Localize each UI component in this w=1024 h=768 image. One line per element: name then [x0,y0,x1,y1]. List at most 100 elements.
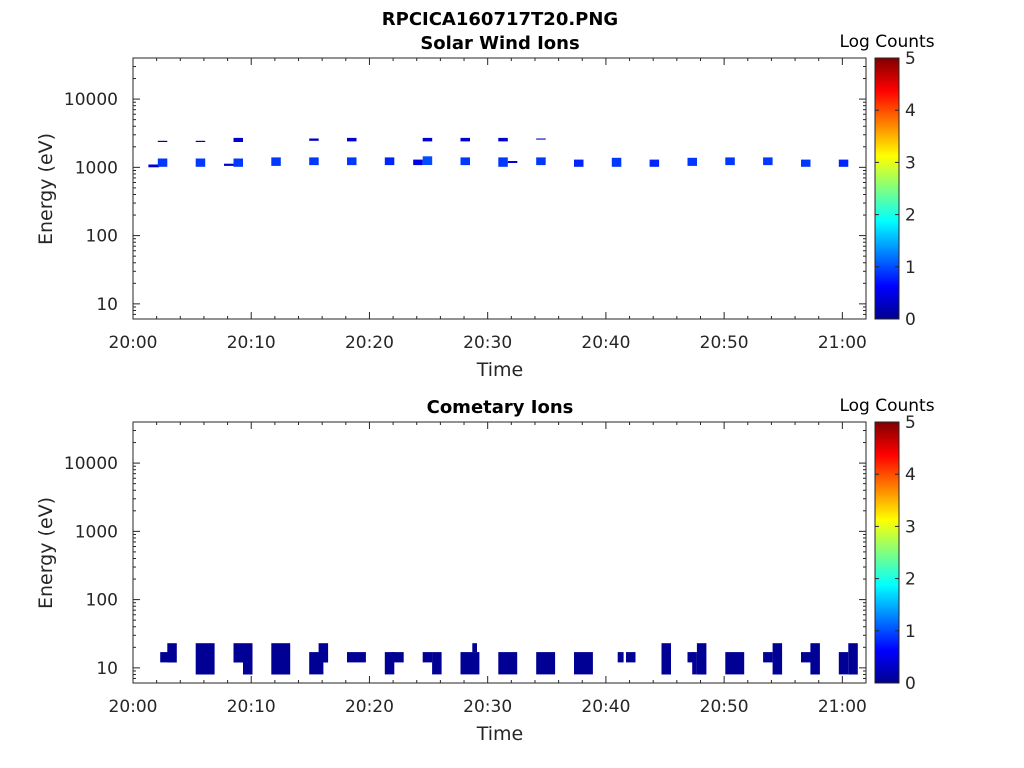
colorbar-label: Log Counts [839,396,934,416]
heatmap-cell [801,652,811,663]
x-tick-labels: 20:00 20:10 20:20 20:30 20:40 20:50 21:00 [109,333,867,353]
y-tick-label: 100 [86,591,118,611]
x-axis-label: Time [476,723,524,745]
heatmap-cell [507,161,518,163]
y-tick-label: 1000 [75,522,118,542]
heatmap-cells [160,643,858,675]
heatmap-cell [195,140,206,142]
colorbar-tick-label: 5 [905,49,916,69]
heatmap-cell [224,163,234,166]
heatmap-cell [460,157,470,166]
heatmap-cell [391,652,404,663]
colorbar-tick-label: 2 [905,206,916,226]
heatmap-cell [347,157,357,166]
colorbar [874,421,900,684]
y-axis-label: Energy (eV) [35,497,57,609]
y-tick-label: 10000 [64,454,118,474]
heatmap-cell [233,137,243,142]
heatmap-cell [498,652,518,675]
x-tick-label: 20:40 [581,697,630,717]
heatmap-cell [574,159,584,167]
heatmap-cell [422,652,433,663]
heatmap-cell [574,652,593,675]
heatmap-cell [838,159,849,167]
heatmap-cell [309,138,319,141]
heatmap-cell [617,652,624,663]
y-tick-label: 1000 [75,158,118,178]
y-tick-label: 10000 [64,90,118,110]
x-tick-label: 21:00 [818,333,867,353]
heatmap-cell [536,138,546,140]
colorbar [874,57,900,320]
heatmap-cell [725,652,745,675]
y-axis-label: Energy (eV) [35,133,57,245]
heatmap-cell [611,157,622,167]
heatmap-cell [157,158,168,167]
colorbar-tick-label: 5 [905,413,916,433]
heatmap-cell [148,164,159,168]
y-tick-labels: 10 100 1000 10000 [64,90,118,315]
heatmap-cell [472,643,477,653]
y-tick-label: 10 [96,295,118,315]
colorbar-tick-label: 1 [905,258,916,278]
heatmap-cell [309,157,319,166]
heatmap-cell [661,643,671,675]
heatmap-cell [460,137,470,142]
figure-title: RPCICA160717T20.PNG [382,9,618,30]
heatmap-cell [318,643,329,663]
heatmap-cell [763,652,773,663]
x-tick-label: 20:00 [109,333,158,353]
colorbar-ticks: 0 1 2 3 4 5 [875,49,916,330]
heatmap-cell [384,157,395,166]
heatmap-cell [848,643,858,675]
heatmap-cell [692,652,697,675]
heatmap-cells [148,137,849,168]
y-tick-label: 100 [86,227,118,247]
heatmap-cell [687,157,697,166]
heatmap-cell [801,159,811,167]
heatmap-cell [233,643,243,663]
x-tick-label: 20:50 [700,333,749,353]
heatmap-cell [347,137,357,142]
panel-title: Cometary Ions [427,397,574,418]
x-tick-label: 20:50 [700,697,749,717]
x-tick-labels: 20:00 20:10 20:20 20:30 20:40 20:50 21:00 [109,697,867,717]
colorbar-tick-label: 4 [905,101,916,121]
x-axis-label: Time [476,359,524,381]
heatmap-cell [243,643,253,675]
x-tick-label: 20:30 [463,333,512,353]
colorbar-tick-label: 0 [905,674,916,694]
panel-title: Solar Wind Ions [420,33,579,54]
heatmap-cell [687,652,695,663]
heatmap-cell [413,159,423,166]
colorbar-tick-label: 1 [905,622,916,642]
x-tick-label: 20:10 [227,697,276,717]
x-tick-label: 21:00 [818,697,867,717]
heatmap-cell [725,157,735,166]
panel-cometary: Cometary Ions Log Counts 20:00 20:10 20:20… [35,396,935,745]
x-tick-label: 20:00 [109,697,158,717]
colorbar-tick-label: 0 [905,310,916,330]
heatmap-cell [626,652,636,663]
y-tick-labels: 10 100 1000 10000 [64,454,118,679]
heatmap-cell [195,643,215,675]
heatmap-cell [810,643,820,675]
heatmap-cell [195,158,206,167]
heatmap-cell [422,137,433,142]
axis-ticks [132,57,867,320]
heatmap-cell [160,652,170,663]
y-tick-label: 10 [96,659,118,679]
heatmap-cell [772,643,783,675]
x-tick-label: 20:20 [345,333,394,353]
heatmap-cell [649,159,660,167]
heatmap-cell [422,156,433,165]
heatmap-cell [157,140,168,142]
heatmap-cell [233,158,243,167]
x-tick-label: 20:10 [227,333,276,353]
x-tick-label: 20:30 [463,697,512,717]
colorbar-tick-label: 3 [905,517,916,537]
plot-frame [132,57,867,320]
colorbar-ticks: 0 1 2 3 4 5 [875,413,916,694]
heatmap-cell [838,652,849,675]
